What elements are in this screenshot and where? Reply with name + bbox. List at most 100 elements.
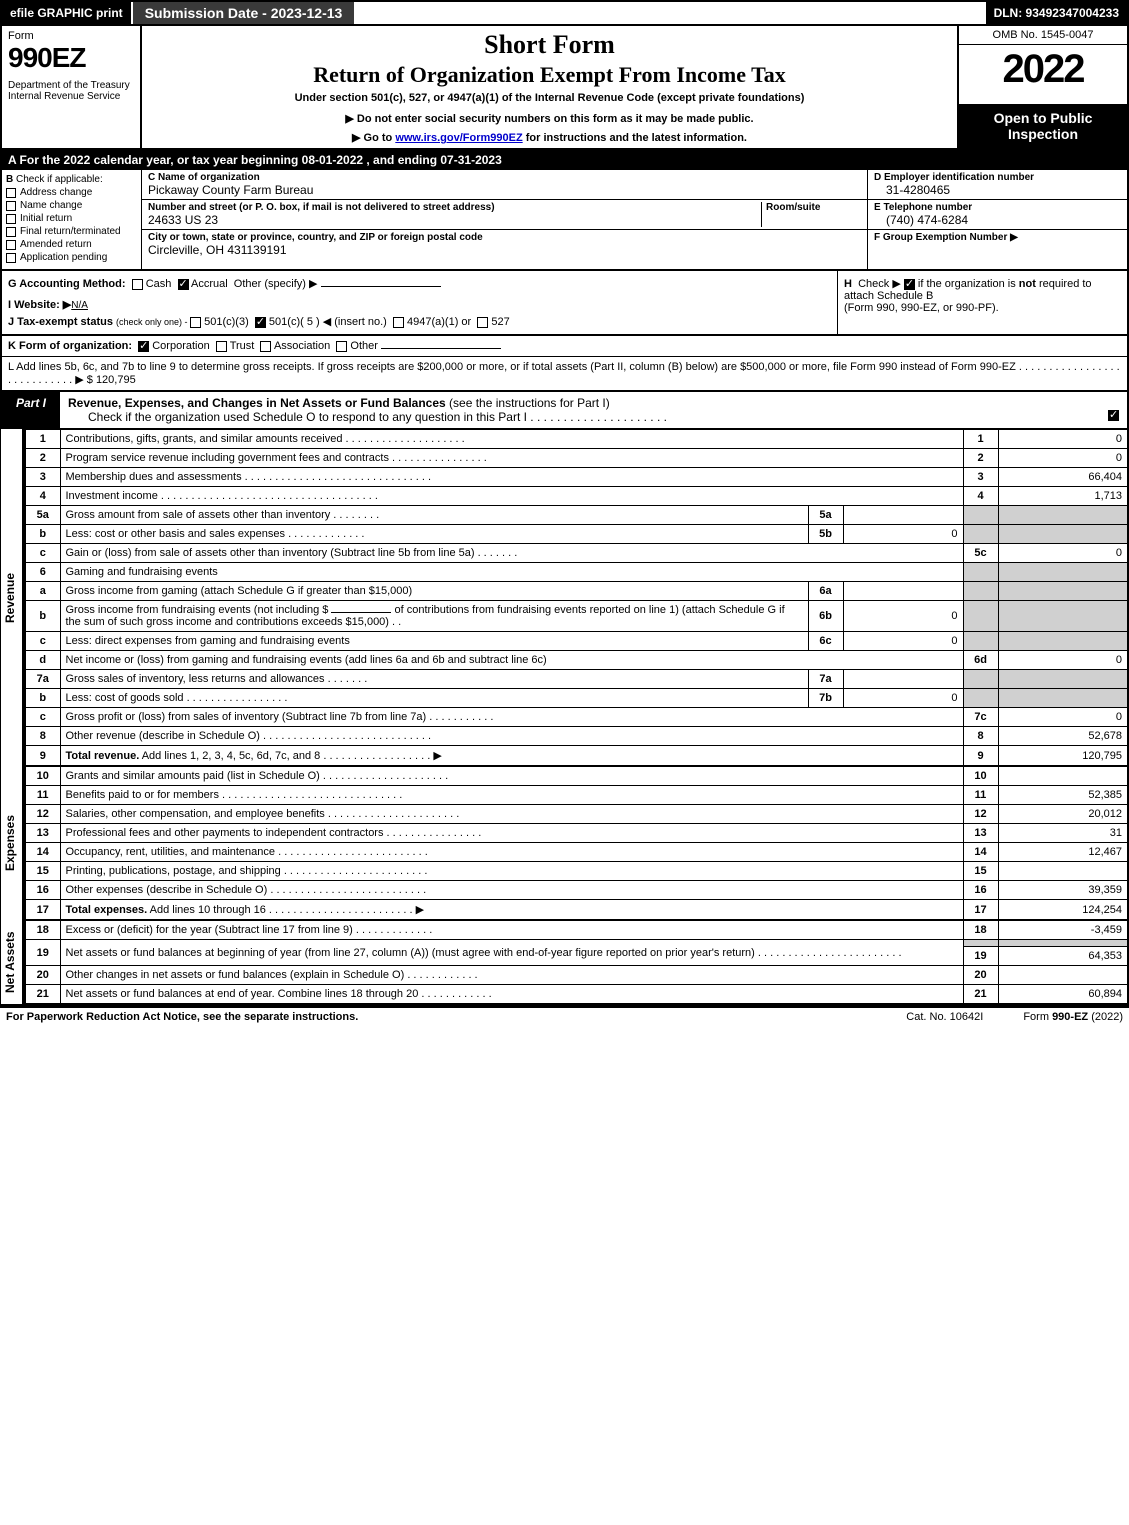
j-sub: (check only one) - xyxy=(116,317,190,327)
line6c-subval: 0 xyxy=(843,632,963,651)
form-header: Form 990EZ Department of the Treasury In… xyxy=(0,24,1129,150)
line7a-num: 7a xyxy=(25,670,60,689)
chk-501c3[interactable] xyxy=(190,317,201,328)
efile-label: efile GRAPHIC print xyxy=(2,2,131,24)
line1-num: 1 xyxy=(25,430,60,449)
footer-formref: Form 990-EZ (2022) xyxy=(1023,1011,1123,1023)
line6a-shaded2 xyxy=(998,582,1128,601)
header-left: Form 990EZ Department of the Treasury In… xyxy=(2,26,142,148)
chk-527[interactable] xyxy=(477,317,488,328)
line6b-shaded xyxy=(963,601,998,632)
chk-initial-return[interactable] xyxy=(6,214,16,224)
line5b-sub: 5b xyxy=(808,525,843,544)
line5c-num: c xyxy=(25,544,60,563)
line13-num: 13 xyxy=(25,824,60,843)
line8-desc: Other revenue (describe in Schedule O) xyxy=(66,730,260,742)
chk-501c[interactable] xyxy=(255,317,266,328)
other-org-input[interactable] xyxy=(381,348,501,349)
line8-val: 52,678 xyxy=(998,727,1128,746)
line4-desc: Investment income xyxy=(66,490,158,502)
chk-final-return[interactable] xyxy=(6,227,16,237)
line6-desc: Gaming and fundraising events xyxy=(60,563,963,582)
footer-paperwork: For Paperwork Reduction Act Notice, see … xyxy=(6,1011,358,1023)
line20-desc: Other changes in net assets or fund bala… xyxy=(66,969,405,981)
line20-val xyxy=(998,966,1128,985)
line12-desc: Salaries, other compensation, and employ… xyxy=(66,808,325,820)
lbl-address-change: Address change xyxy=(20,187,92,198)
line5b-shaded xyxy=(963,525,998,544)
page-footer: For Paperwork Reduction Act Notice, see … xyxy=(0,1006,1129,1026)
chk-cash[interactable] xyxy=(132,279,143,290)
h-label: H xyxy=(844,278,852,290)
lbl-initial-return: Initial return xyxy=(20,213,72,224)
form-number: 990EZ xyxy=(8,42,134,74)
notice-goto: ▶ Go to www.irs.gov/Form990EZ for instru… xyxy=(152,131,947,144)
chk-name-change[interactable] xyxy=(6,201,16,211)
chk-association[interactable] xyxy=(260,341,271,352)
line6b-blank[interactable] xyxy=(331,612,391,613)
footer-form-pre: Form xyxy=(1023,1011,1052,1023)
line21-box: 21 xyxy=(963,985,998,1004)
other-specify-input[interactable] xyxy=(321,286,441,287)
line4-val: 1,713 xyxy=(998,487,1128,506)
line7c-num: c xyxy=(25,708,60,727)
line17-num: 17 xyxy=(25,900,60,920)
line7b-shaded xyxy=(963,689,998,708)
chk-accrual[interactable] xyxy=(178,279,189,290)
chk-trust[interactable] xyxy=(216,341,227,352)
line6c-shaded2 xyxy=(998,632,1128,651)
line17-box: 17 xyxy=(963,900,998,920)
line7b-subval: 0 xyxy=(843,689,963,708)
chk-address-change[interactable] xyxy=(6,188,16,198)
line11-val: 52,385 xyxy=(998,786,1128,805)
line18-desc: Excess or (deficit) for the year (Subtra… xyxy=(66,924,353,936)
h-text1: Check ▶ xyxy=(858,278,904,290)
line1-box: 1 xyxy=(963,430,998,449)
submission-date: Submission Date - 2023-12-13 xyxy=(131,2,355,24)
line20-box: 20 xyxy=(963,966,998,985)
section-g: G Accounting Method: Cash Accrual Other … xyxy=(2,271,837,334)
netassets-section: Net Assets 18Excess or (deficit) for the… xyxy=(0,920,1129,1006)
org-city: Circleville, OH 431139191 xyxy=(148,243,861,257)
section-c: C Name of organization Pickaway County F… xyxy=(142,170,867,269)
footer-form-num: 990-EZ xyxy=(1052,1011,1088,1023)
chk-schedule-o[interactable] xyxy=(1108,410,1119,421)
lbl-association: Association xyxy=(274,340,330,352)
lbl-501c3: 501(c)(3) xyxy=(204,316,249,328)
line15-val xyxy=(998,862,1128,881)
line5a-desc: Gross amount from sale of assets other t… xyxy=(66,509,331,521)
line5a-sub: 5a xyxy=(808,506,843,525)
line7a-shaded2 xyxy=(998,670,1128,689)
j-label: J Tax-exempt status xyxy=(8,316,116,328)
netassets-table: 18Excess or (deficit) for the year (Subt… xyxy=(24,920,1129,1004)
line16-val: 39,359 xyxy=(998,881,1128,900)
part1-title-bold: Revenue, Expenses, and Changes in Net As… xyxy=(68,396,449,410)
expenses-sidebar: Expenses xyxy=(0,766,24,920)
under-section: Under section 501(c), 527, or 4947(a)(1)… xyxy=(152,92,947,104)
part1-header: Part I Revenue, Expenses, and Changes in… xyxy=(0,392,1129,429)
chk-amended-return[interactable] xyxy=(6,240,16,250)
line19-num: 19 xyxy=(25,940,60,966)
line7c-desc: Gross profit or (loss) from sales of inv… xyxy=(66,711,427,723)
l-amount: $ 120,795 xyxy=(87,374,136,386)
line6b-num: b xyxy=(25,601,60,632)
chk-corporation[interactable] xyxy=(138,341,149,352)
line21-num: 21 xyxy=(25,985,60,1004)
section-b: B Check if applicable: Address change Na… xyxy=(2,170,142,269)
line3-desc: Membership dues and assessments xyxy=(66,471,242,483)
chk-other-org[interactable] xyxy=(336,341,347,352)
chk-schedule-b[interactable] xyxy=(904,279,915,290)
line11-desc: Benefits paid to or for members xyxy=(66,789,219,801)
part1-check-line: Check if the organization used Schedule … xyxy=(88,410,527,424)
h-text2: if the organization is xyxy=(915,278,1019,290)
line6b-subval: 0 xyxy=(843,601,963,632)
part1-badge: Part I xyxy=(2,392,60,428)
irs-link[interactable]: www.irs.gov/Form990EZ xyxy=(395,132,522,144)
line8-num: 8 xyxy=(25,727,60,746)
c-city-label: City or town, state or province, country… xyxy=(148,232,861,243)
header-right: OMB No. 1545-0047 2022 Open to Public In… xyxy=(957,26,1127,148)
chk-4947[interactable] xyxy=(393,317,404,328)
line5a-shaded2 xyxy=(998,506,1128,525)
chk-application-pending[interactable] xyxy=(6,253,16,263)
revenue-table: 1Contributions, gifts, grants, and simil… xyxy=(24,429,1129,766)
